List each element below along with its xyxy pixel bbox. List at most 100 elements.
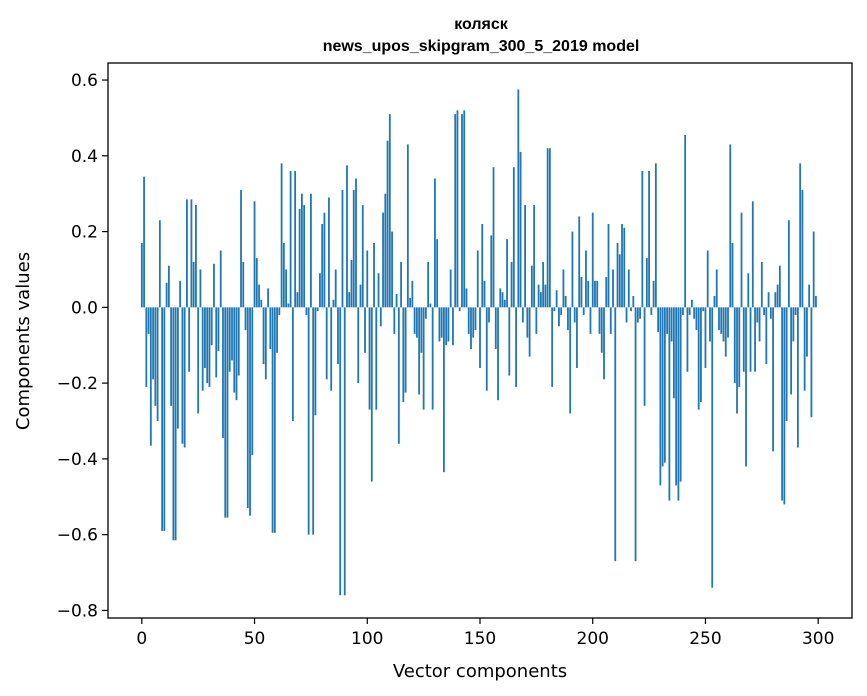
bar: [569, 307, 572, 414]
bar: [510, 261, 513, 308]
bar: [179, 280, 182, 308]
bar: [276, 307, 278, 353]
bar: [384, 193, 387, 308]
bar: [571, 231, 574, 308]
bar: [542, 261, 545, 308]
bar: [666, 307, 669, 334]
bar: [537, 284, 540, 308]
bar: [661, 307, 664, 467]
bar: [303, 205, 306, 308]
bar: [452, 307, 454, 346]
bar: [794, 307, 797, 315]
bar: [490, 235, 493, 308]
bar: [607, 224, 610, 308]
bar: [688, 307, 691, 315]
bar: [402, 307, 405, 403]
bar: [769, 307, 772, 319]
bar: [170, 307, 173, 406]
bar: [530, 265, 533, 308]
bar: [289, 170, 292, 308]
bar: [438, 307, 441, 342]
x-tick-label: 200: [577, 629, 609, 649]
x-axis-label: Vector components: [393, 661, 567, 682]
bar: [404, 307, 407, 393]
bar: [287, 303, 290, 308]
bar: [429, 303, 432, 308]
bar: [702, 307, 705, 312]
bar: [594, 280, 596, 308]
bar: [255, 258, 258, 308]
bar: [485, 307, 488, 391]
bar: [603, 307, 605, 380]
bar: [422, 307, 425, 410]
bar: [659, 307, 662, 486]
bar: [316, 307, 319, 312]
bar: [447, 307, 450, 342]
bar: [727, 307, 729, 338]
bar: [625, 307, 628, 323]
bar: [467, 307, 470, 334]
bar: [801, 189, 804, 308]
bar: [154, 307, 157, 406]
bar: [758, 307, 761, 342]
bar: [632, 295, 635, 308]
bar: [508, 307, 511, 376]
bar: [492, 167, 495, 308]
bar: [641, 170, 644, 308]
bar: [145, 307, 148, 387]
bar: [544, 284, 547, 308]
bar: [576, 307, 578, 368]
bar: [305, 307, 308, 315]
bar: [517, 89, 520, 308]
bar: [783, 307, 786, 505]
bar: [215, 307, 218, 378]
bar: [341, 189, 344, 308]
bar: [183, 307, 186, 448]
bar: [677, 307, 680, 501]
bar: [553, 307, 556, 312]
bar: [700, 307, 702, 403]
bar: [679, 307, 682, 482]
bar: [672, 307, 675, 399]
bar: [636, 307, 639, 323]
bar: [675, 307, 678, 486]
bar: [652, 280, 655, 308]
bar: [555, 290, 558, 308]
bar: [174, 307, 177, 541]
bar: [722, 307, 725, 342]
bar: [397, 307, 400, 444]
bar: [465, 288, 468, 308]
bar: [781, 307, 784, 501]
bar: [562, 269, 565, 308]
bar: [503, 299, 506, 308]
bar: [314, 307, 317, 416]
bar: [199, 269, 202, 308]
bar: [312, 307, 315, 535]
bar: [176, 307, 179, 429]
x-tick-label: 150: [464, 629, 496, 649]
bar: [359, 284, 362, 308]
bar: [434, 178, 436, 308]
bar: [657, 307, 660, 332]
bar: [630, 307, 632, 312]
bar: [776, 284, 779, 308]
bar: [645, 258, 648, 308]
bar: [472, 307, 475, 338]
bar: [310, 193, 312, 308]
bars-group: [140, 89, 817, 596]
chart-title-line-1: коляск: [454, 16, 509, 33]
bar: [497, 307, 499, 401]
bar: [697, 307, 700, 410]
bar: [476, 250, 479, 308]
bar: [228, 307, 231, 372]
bar: [237, 307, 240, 376]
bar: [623, 227, 626, 308]
bar: [375, 307, 378, 410]
bar: [323, 212, 326, 308]
bar: [598, 307, 601, 334]
bar: [337, 307, 339, 365]
bar: [377, 273, 380, 308]
bar: [167, 265, 170, 308]
bar: [695, 307, 698, 331]
bar: [670, 307, 673, 342]
